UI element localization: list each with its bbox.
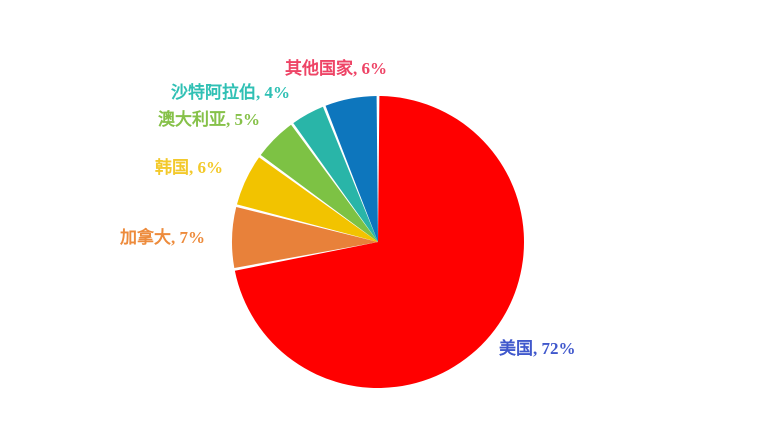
pie-label-usa: 美国, 72% <box>499 339 576 359</box>
pie-slice-4[interactable] <box>260 124 378 242</box>
pie-slice-2[interactable] <box>231 207 378 268</box>
pie-label-saudi-arabia: 沙特阿拉伯, 4% <box>171 83 290 103</box>
pie-slice-5[interactable] <box>293 106 378 243</box>
pie-label-canada-text: 加拿大, 7% <box>120 228 205 247</box>
pie-label-usa-text: 美国, 72% <box>499 339 576 358</box>
pie-label-south-korea: 韩国, 6% <box>155 158 223 178</box>
pie-label-other-countries-text: 其他国家, 6% <box>285 59 387 78</box>
pie-label-other-countries: 其他国家, 6% <box>285 59 387 79</box>
pie-label-saudi-arabia-text: 沙特阿拉伯, 4% <box>171 83 290 102</box>
pie-label-south-korea-text: 韩国, 6% <box>155 158 223 177</box>
pie-label-canada: 加拿大, 7% <box>120 228 205 248</box>
pie-label-australia-text: 澳大利亚, 5% <box>158 110 260 129</box>
pie-slice-1[interactable] <box>234 96 525 389</box>
pie-slice-3[interactable] <box>236 157 378 242</box>
pie-label-australia: 澳大利亚, 5% <box>158 110 260 130</box>
pie-slice-6[interactable] <box>325 96 378 242</box>
